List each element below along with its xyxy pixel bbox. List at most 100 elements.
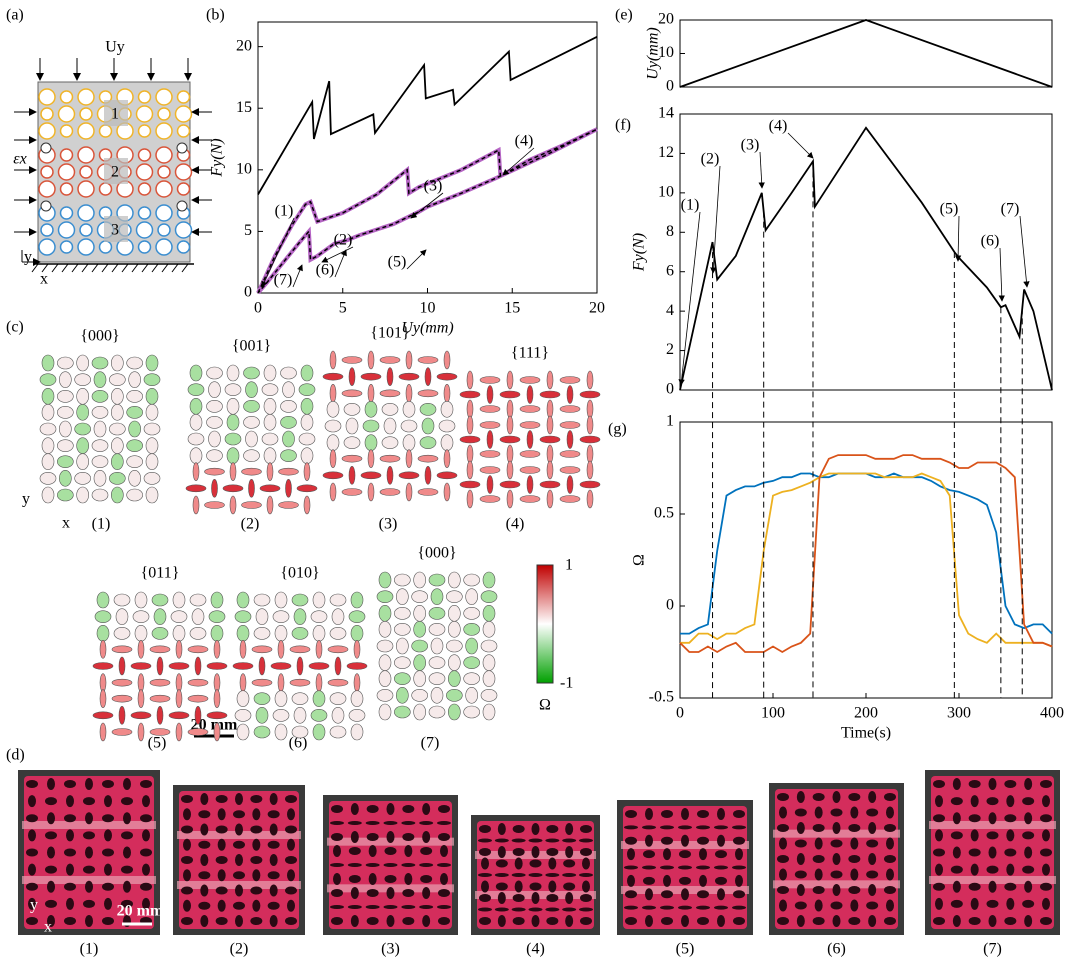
pore: [40, 374, 56, 386]
hole: [235, 885, 243, 897]
hole: [777, 824, 789, 832]
pore: [540, 391, 560, 398]
pore: [384, 418, 396, 434]
hole: [367, 889, 379, 897]
pore: [139, 207, 151, 219]
y-tick-label: 12: [658, 144, 674, 161]
hole: [565, 915, 573, 927]
hole: [565, 846, 573, 858]
hole: [438, 917, 450, 925]
pore: [347, 663, 367, 670]
pore: [127, 390, 143, 402]
photo-label: (6): [827, 941, 846, 958]
pore: [379, 671, 391, 687]
hole: [437, 905, 451, 909]
pore: [188, 433, 204, 445]
pore: [412, 689, 428, 701]
hole: [532, 892, 540, 904]
pore: [214, 674, 220, 692]
hole: [546, 894, 558, 902]
pore: [262, 433, 278, 445]
hole: [437, 821, 451, 825]
pore: [114, 594, 130, 606]
hole: [498, 892, 506, 904]
hole: [498, 915, 506, 927]
hatch: [172, 264, 178, 272]
pore: [152, 594, 168, 606]
pore: [195, 706, 201, 724]
pore: [379, 605, 391, 621]
hole: [366, 905, 380, 909]
hole: [884, 886, 896, 894]
pore: [262, 384, 278, 396]
hole: [268, 902, 280, 910]
pore: [286, 479, 292, 497]
pore: [193, 496, 199, 514]
hole: [733, 837, 745, 845]
hole: [732, 825, 746, 829]
pore: [146, 487, 158, 503]
pore: [301, 398, 313, 414]
pore: [487, 386, 493, 404]
pore: [422, 418, 434, 434]
pore: [59, 106, 75, 122]
pore: [139, 241, 151, 253]
hole: [1040, 780, 1052, 788]
hole: [404, 873, 412, 885]
pore: [273, 611, 289, 623]
pore: [135, 625, 147, 641]
pore: [394, 623, 410, 635]
pore: [379, 655, 391, 671]
state-code: {011}: [141, 565, 180, 582]
hole: [45, 866, 57, 874]
state-code: {010}: [280, 565, 319, 582]
pore: [394, 673, 410, 685]
pore: [254, 594, 270, 606]
pore: [244, 450, 260, 462]
pore: [75, 374, 91, 386]
hole: [330, 905, 344, 909]
hole: [933, 780, 945, 788]
pore: [346, 418, 358, 434]
pore: [240, 640, 246, 658]
hole: [1042, 898, 1050, 910]
pore: [176, 222, 192, 238]
hole: [481, 858, 489, 870]
hole: [102, 814, 114, 822]
pore: [281, 367, 297, 379]
hole: [580, 848, 592, 856]
pore: [235, 709, 251, 721]
pore: [527, 431, 533, 449]
axis-label: x: [40, 271, 48, 288]
x-axis-label: Time(s): [841, 725, 891, 742]
hole: [1042, 829, 1050, 841]
pore: [237, 691, 249, 707]
hole: [366, 863, 380, 867]
hatch: [82, 264, 88, 272]
hole: [797, 791, 805, 803]
hole: [678, 906, 692, 910]
hole: [833, 791, 841, 803]
pore: [547, 445, 553, 463]
pore: [290, 679, 310, 686]
hole: [645, 835, 653, 847]
hole: [121, 831, 133, 839]
pore: [205, 468, 225, 475]
pore: [178, 241, 190, 253]
hole: [64, 883, 76, 891]
pore: [316, 674, 322, 692]
pore: [150, 646, 170, 653]
pore: [382, 403, 398, 415]
pore: [129, 421, 141, 437]
hole: [287, 808, 295, 820]
hole: [348, 821, 362, 825]
hole: [1022, 831, 1034, 839]
pore: [146, 404, 158, 420]
hole: [696, 825, 710, 829]
pore: [547, 461, 553, 479]
annotation: (2): [334, 232, 353, 249]
hole: [200, 824, 208, 836]
hole: [366, 821, 380, 825]
pore: [92, 357, 108, 369]
pore: [77, 438, 89, 454]
